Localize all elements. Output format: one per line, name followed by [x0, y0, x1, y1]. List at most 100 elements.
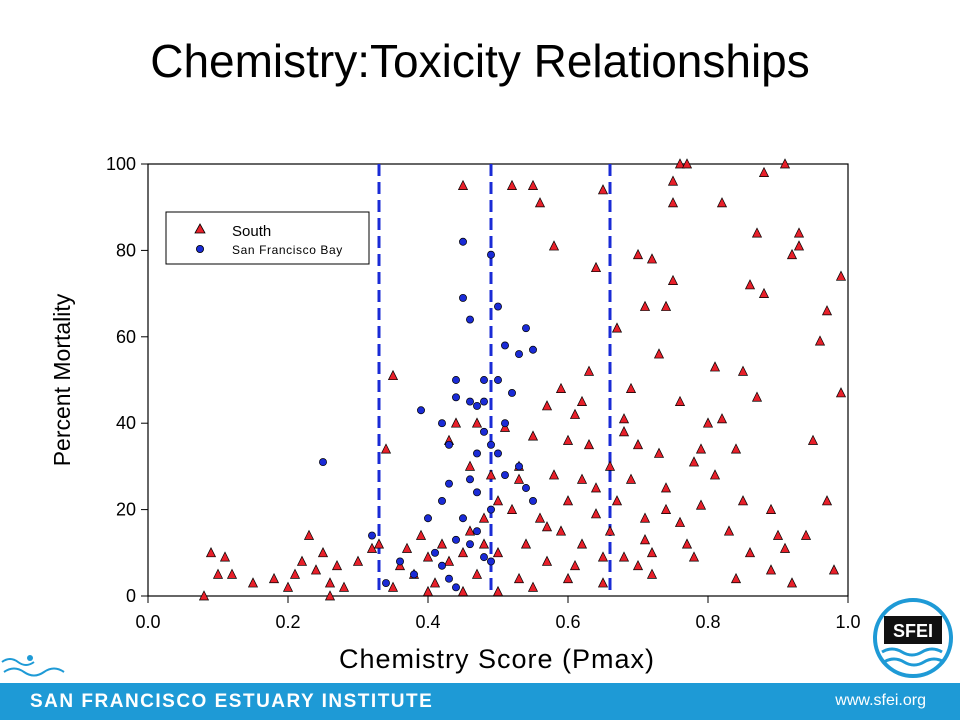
south-point [310, 564, 322, 575]
south-point [646, 253, 658, 264]
south-point [695, 443, 707, 454]
bay-point [319, 458, 327, 467]
south-point [667, 274, 679, 285]
x-tick-label: 0.0 [135, 612, 160, 632]
south-point [485, 469, 497, 480]
legend-south-label: South [232, 223, 271, 240]
south-point [569, 408, 581, 419]
south-point [632, 439, 644, 450]
south-point [632, 248, 644, 260]
south-point [646, 568, 658, 579]
south-point [821, 305, 833, 316]
south-point [618, 426, 630, 437]
south-point [212, 568, 224, 579]
south-point [604, 460, 616, 471]
bay-point [522, 484, 530, 492]
south-point [373, 538, 385, 549]
bay-point [501, 341, 509, 350]
south-point [583, 365, 595, 376]
south-point [800, 529, 812, 540]
south-point [422, 585, 434, 597]
south-point [527, 430, 539, 441]
south-point [268, 572, 280, 584]
y-tick-label: 60 [116, 327, 136, 347]
bay-point [368, 531, 376, 540]
bay-point [494, 376, 502, 384]
bay-point [445, 440, 453, 449]
south-point [723, 525, 735, 536]
bay-point [529, 345, 537, 354]
south-point [667, 175, 679, 186]
south-point [835, 387, 847, 398]
bay-point [445, 479, 453, 488]
south-point [436, 538, 448, 549]
south-point [681, 538, 693, 549]
south-point [814, 335, 826, 346]
bay-point [487, 557, 495, 566]
south-point [492, 495, 504, 506]
south-point [681, 158, 693, 169]
south-point [772, 529, 784, 540]
south-point [835, 270, 847, 281]
south-point [807, 434, 819, 445]
south-point [443, 555, 455, 566]
south-point [422, 551, 434, 562]
south-point [352, 555, 364, 566]
south-point [380, 443, 392, 454]
south-point [527, 581, 539, 592]
bay-point [480, 427, 488, 436]
footer-url-link[interactable]: www.sfei.org [835, 692, 926, 709]
south-point [576, 473, 588, 484]
south-point [450, 417, 462, 428]
south-point [660, 503, 672, 514]
bay-point [480, 553, 488, 562]
x-tick-label: 1.0 [835, 612, 860, 632]
south-point [457, 547, 469, 558]
south-point [660, 300, 672, 311]
south-point [198, 590, 210, 601]
south-point [331, 559, 343, 571]
south-point [226, 568, 238, 579]
south-point [205, 547, 217, 558]
south-point [786, 577, 798, 588]
footer-institute-name: SAN FRANCISCO ESTUARY INSTITUTE [30, 691, 434, 712]
south-point [730, 443, 742, 454]
south-point [821, 495, 833, 506]
y-tick-label: 80 [116, 240, 136, 260]
plot-area: 0.0 0.2 0.4 0.6 0.8 1.0 0 20 40 60 80 100 [106, 154, 861, 632]
south-point [541, 400, 553, 411]
legend-bay-marker [195, 244, 204, 253]
bay-point [515, 462, 523, 471]
south-point [758, 287, 770, 298]
south-point [562, 434, 574, 445]
south-point [618, 551, 630, 562]
south-point [730, 572, 742, 584]
south-point [324, 577, 336, 588]
south-point [674, 395, 686, 406]
slide-title: Chemistry:Toxicity Relationships [150, 35, 810, 87]
south-point [653, 447, 665, 458]
south-point [219, 551, 231, 562]
south-point [744, 547, 756, 558]
south-point [597, 577, 609, 588]
south-point [520, 538, 532, 549]
bay-point [487, 440, 495, 449]
south-point [415, 529, 427, 540]
bay-point [487, 250, 495, 259]
bay-point [473, 488, 481, 497]
south-point [555, 382, 567, 393]
south-point [478, 512, 490, 523]
south-point [457, 585, 469, 597]
bay-point [515, 350, 523, 359]
x-tick-label: 0.8 [695, 612, 720, 632]
south-point [695, 499, 707, 510]
south-point [492, 585, 504, 597]
south-point [590, 508, 602, 519]
south-point [709, 469, 721, 480]
south-point [324, 590, 336, 601]
south-point [387, 581, 399, 592]
south-point [674, 516, 686, 527]
x-axis-label: Chemistry Score (Pmax) [339, 644, 655, 674]
south-point [779, 542, 791, 553]
